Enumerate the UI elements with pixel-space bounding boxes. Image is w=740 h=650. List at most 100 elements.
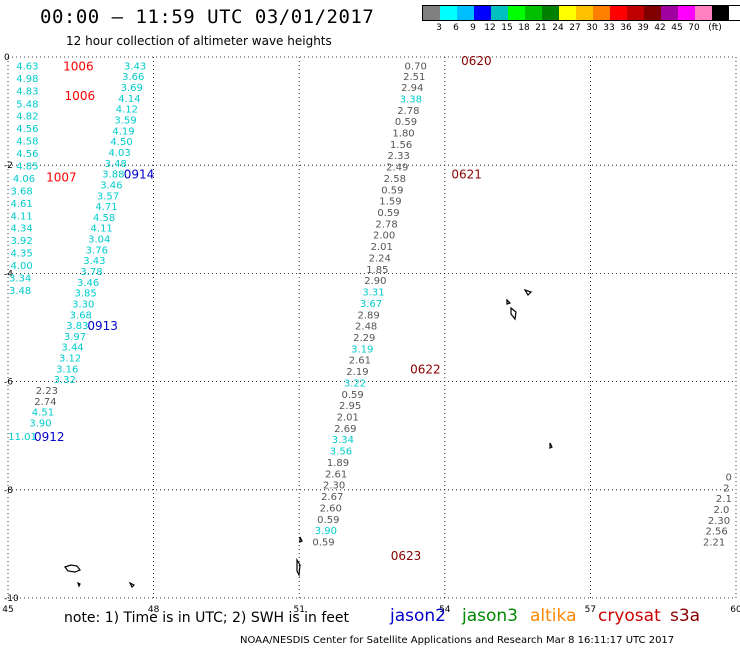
y-tick-label-4: -8	[4, 486, 13, 496]
time-label-7: 0621	[451, 168, 482, 182]
swh-value-12-0: 0.59	[341, 390, 363, 401]
swh-value-0-12: 4.11	[10, 211, 32, 222]
swh-value-0-1: 4.98	[16, 74, 38, 85]
swh-value-0-17: 3.34	[9, 273, 31, 284]
coast-fragment-3	[296, 557, 301, 578]
swh-value-6-5: 2.49	[386, 163, 408, 174]
y-tick-label-3: -6	[4, 378, 13, 388]
coast-fragment-0	[64, 564, 81, 573]
swh-value-17-0: 0	[726, 473, 732, 484]
swh-value-1-4: 4.12	[116, 105, 138, 116]
swh-value-0-11: 4.61	[10, 199, 32, 210]
swh-value-6-13: 2.24	[369, 253, 391, 264]
swh-value-0-2: 4.83	[16, 86, 38, 97]
mission-altika: altika	[530, 606, 577, 626]
legend-label-8: 27	[569, 23, 581, 33]
x-tick-label-4: 57	[585, 605, 596, 615]
swh-value-14-2: 2.30	[323, 481, 345, 492]
legend-label-5: 18	[518, 23, 530, 33]
legend-label-14: 45	[671, 23, 683, 33]
legend-label-11: 36	[620, 23, 632, 33]
swh-value-7-1: 3.67	[360, 299, 382, 310]
x-tick-label-1: 48	[148, 605, 160, 615]
coast-fragment-8	[549, 442, 553, 449]
chart-title: 00:00 – 11:59 UTC 03/01/2017	[40, 6, 375, 28]
time-label-1: 1006	[65, 89, 96, 103]
swh-value-10-1: 2.19	[346, 367, 368, 378]
swh-value-1-26: 3.44	[61, 343, 83, 354]
legend-swatch-11	[610, 6, 627, 20]
mission-cryosat: cryosat	[598, 606, 661, 626]
coast-fragment-5	[506, 298, 512, 305]
swh-value-1-14: 4.58	[93, 213, 115, 224]
swh-value-1-23: 3.68	[70, 310, 92, 321]
swh-value-1-29: 3.32	[54, 375, 76, 386]
swh-value-17-4: 2.30	[708, 516, 730, 527]
legend-label-10: 33	[603, 23, 615, 33]
swh-value-0-0: 4.63	[16, 61, 38, 72]
chart-subtitle: 12 hour collection of altimeter wave hei…	[66, 34, 332, 48]
coast-fragment-4	[299, 536, 303, 543]
swh-value-0-3: 5.48	[16, 99, 38, 110]
swh-value-1-8: 4.03	[108, 148, 130, 159]
swh-value-1-20: 3.46	[77, 278, 99, 289]
x-tick-label-3: 54	[439, 605, 451, 615]
coast-fragment-6	[510, 306, 517, 321]
mission-jason3: jason3	[462, 606, 518, 626]
swh-value-6-12: 2.01	[371, 242, 393, 253]
time-label-4: 0913	[87, 319, 118, 333]
swh-value-14-4: 2.60	[320, 503, 342, 514]
legend-label-4: 15	[501, 23, 513, 33]
legend-label-0: 3	[436, 23, 442, 33]
swh-value-1-1: 3.66	[122, 72, 144, 83]
swh-value-17-5: 2.56	[705, 527, 727, 538]
legend-label-2: 9	[470, 23, 476, 33]
mission-s3a: s3a	[670, 606, 701, 626]
time-label-5: 0912	[34, 430, 65, 444]
legend-swatch-5	[508, 6, 525, 20]
swh-value-14-5: 0.59	[317, 515, 339, 526]
swh-value-4-2: 2.94	[401, 83, 423, 94]
swh-value-6-7: 0.59	[381, 185, 403, 196]
swh-value-1-21: 3.85	[75, 289, 97, 300]
swh-value-6-6: 2.58	[384, 174, 406, 185]
swh-value-6-2: 1.80	[392, 128, 414, 139]
legend-swatch-1	[440, 6, 457, 20]
y-tick-label-5: -10	[4, 594, 19, 604]
swh-value-1-5: 3.59	[114, 116, 136, 127]
legend-swatch-9	[576, 6, 593, 20]
swh-value-6-3: 1.56	[390, 140, 412, 151]
swh-value-13-1: 3.56	[330, 447, 352, 458]
swh-value-0-9: 4.06	[13, 174, 35, 185]
legend-label-15: 70	[688, 23, 700, 33]
legend-swatch-14	[661, 6, 678, 20]
legend-swatch-16	[695, 6, 712, 20]
swh-value-17-2: 2.1	[716, 494, 732, 505]
time-label-6: 0620	[461, 54, 492, 68]
swh-value-8-0: 2.89	[357, 310, 379, 321]
swh-value-1-27: 3.12	[59, 354, 81, 365]
swh-value-17-6: 2.21	[703, 537, 725, 548]
units-note: note: 1) Time is in UTC; 2) SWH is in fe…	[64, 610, 350, 626]
swh-value-4-1: 2.51	[403, 72, 425, 83]
swh-value-9-0: 3.19	[351, 344, 373, 355]
x-tick-label-2: 51	[293, 605, 304, 615]
swh-value-14-0: 1.89	[327, 458, 349, 469]
swh-value-1-12: 3.57	[97, 191, 119, 202]
swh-value-1-28: 3.16	[56, 364, 78, 375]
swh-value-3-0: 4.51	[32, 408, 54, 419]
swh-value-0-6: 4.58	[16, 137, 38, 148]
swh-value-0-13: 4.34	[10, 224, 32, 235]
swh-value-14-3: 2.67	[321, 492, 343, 503]
swh-value-0-14: 3.92	[10, 236, 32, 247]
swh-value-1-11: 3.46	[100, 180, 122, 191]
legend-label-13: 42	[654, 23, 666, 33]
swh-value-14-1: 2.61	[325, 469, 347, 480]
swh-value-0-10: 3.68	[10, 186, 32, 197]
swh-value-1-17: 3.76	[86, 245, 108, 256]
mission-jason2: jason2	[390, 606, 446, 626]
swh-value-6-9: 0.59	[377, 208, 399, 219]
coast-fragment-1	[76, 581, 81, 588]
swh-value-15-0: 3.90	[315, 526, 337, 537]
